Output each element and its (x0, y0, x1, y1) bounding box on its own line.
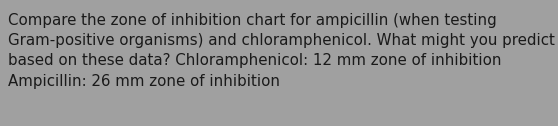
Text: Compare the zone of inhibition chart for ampicillin (when testing Gram-positive : Compare the zone of inhibition chart for… (8, 13, 555, 89)
